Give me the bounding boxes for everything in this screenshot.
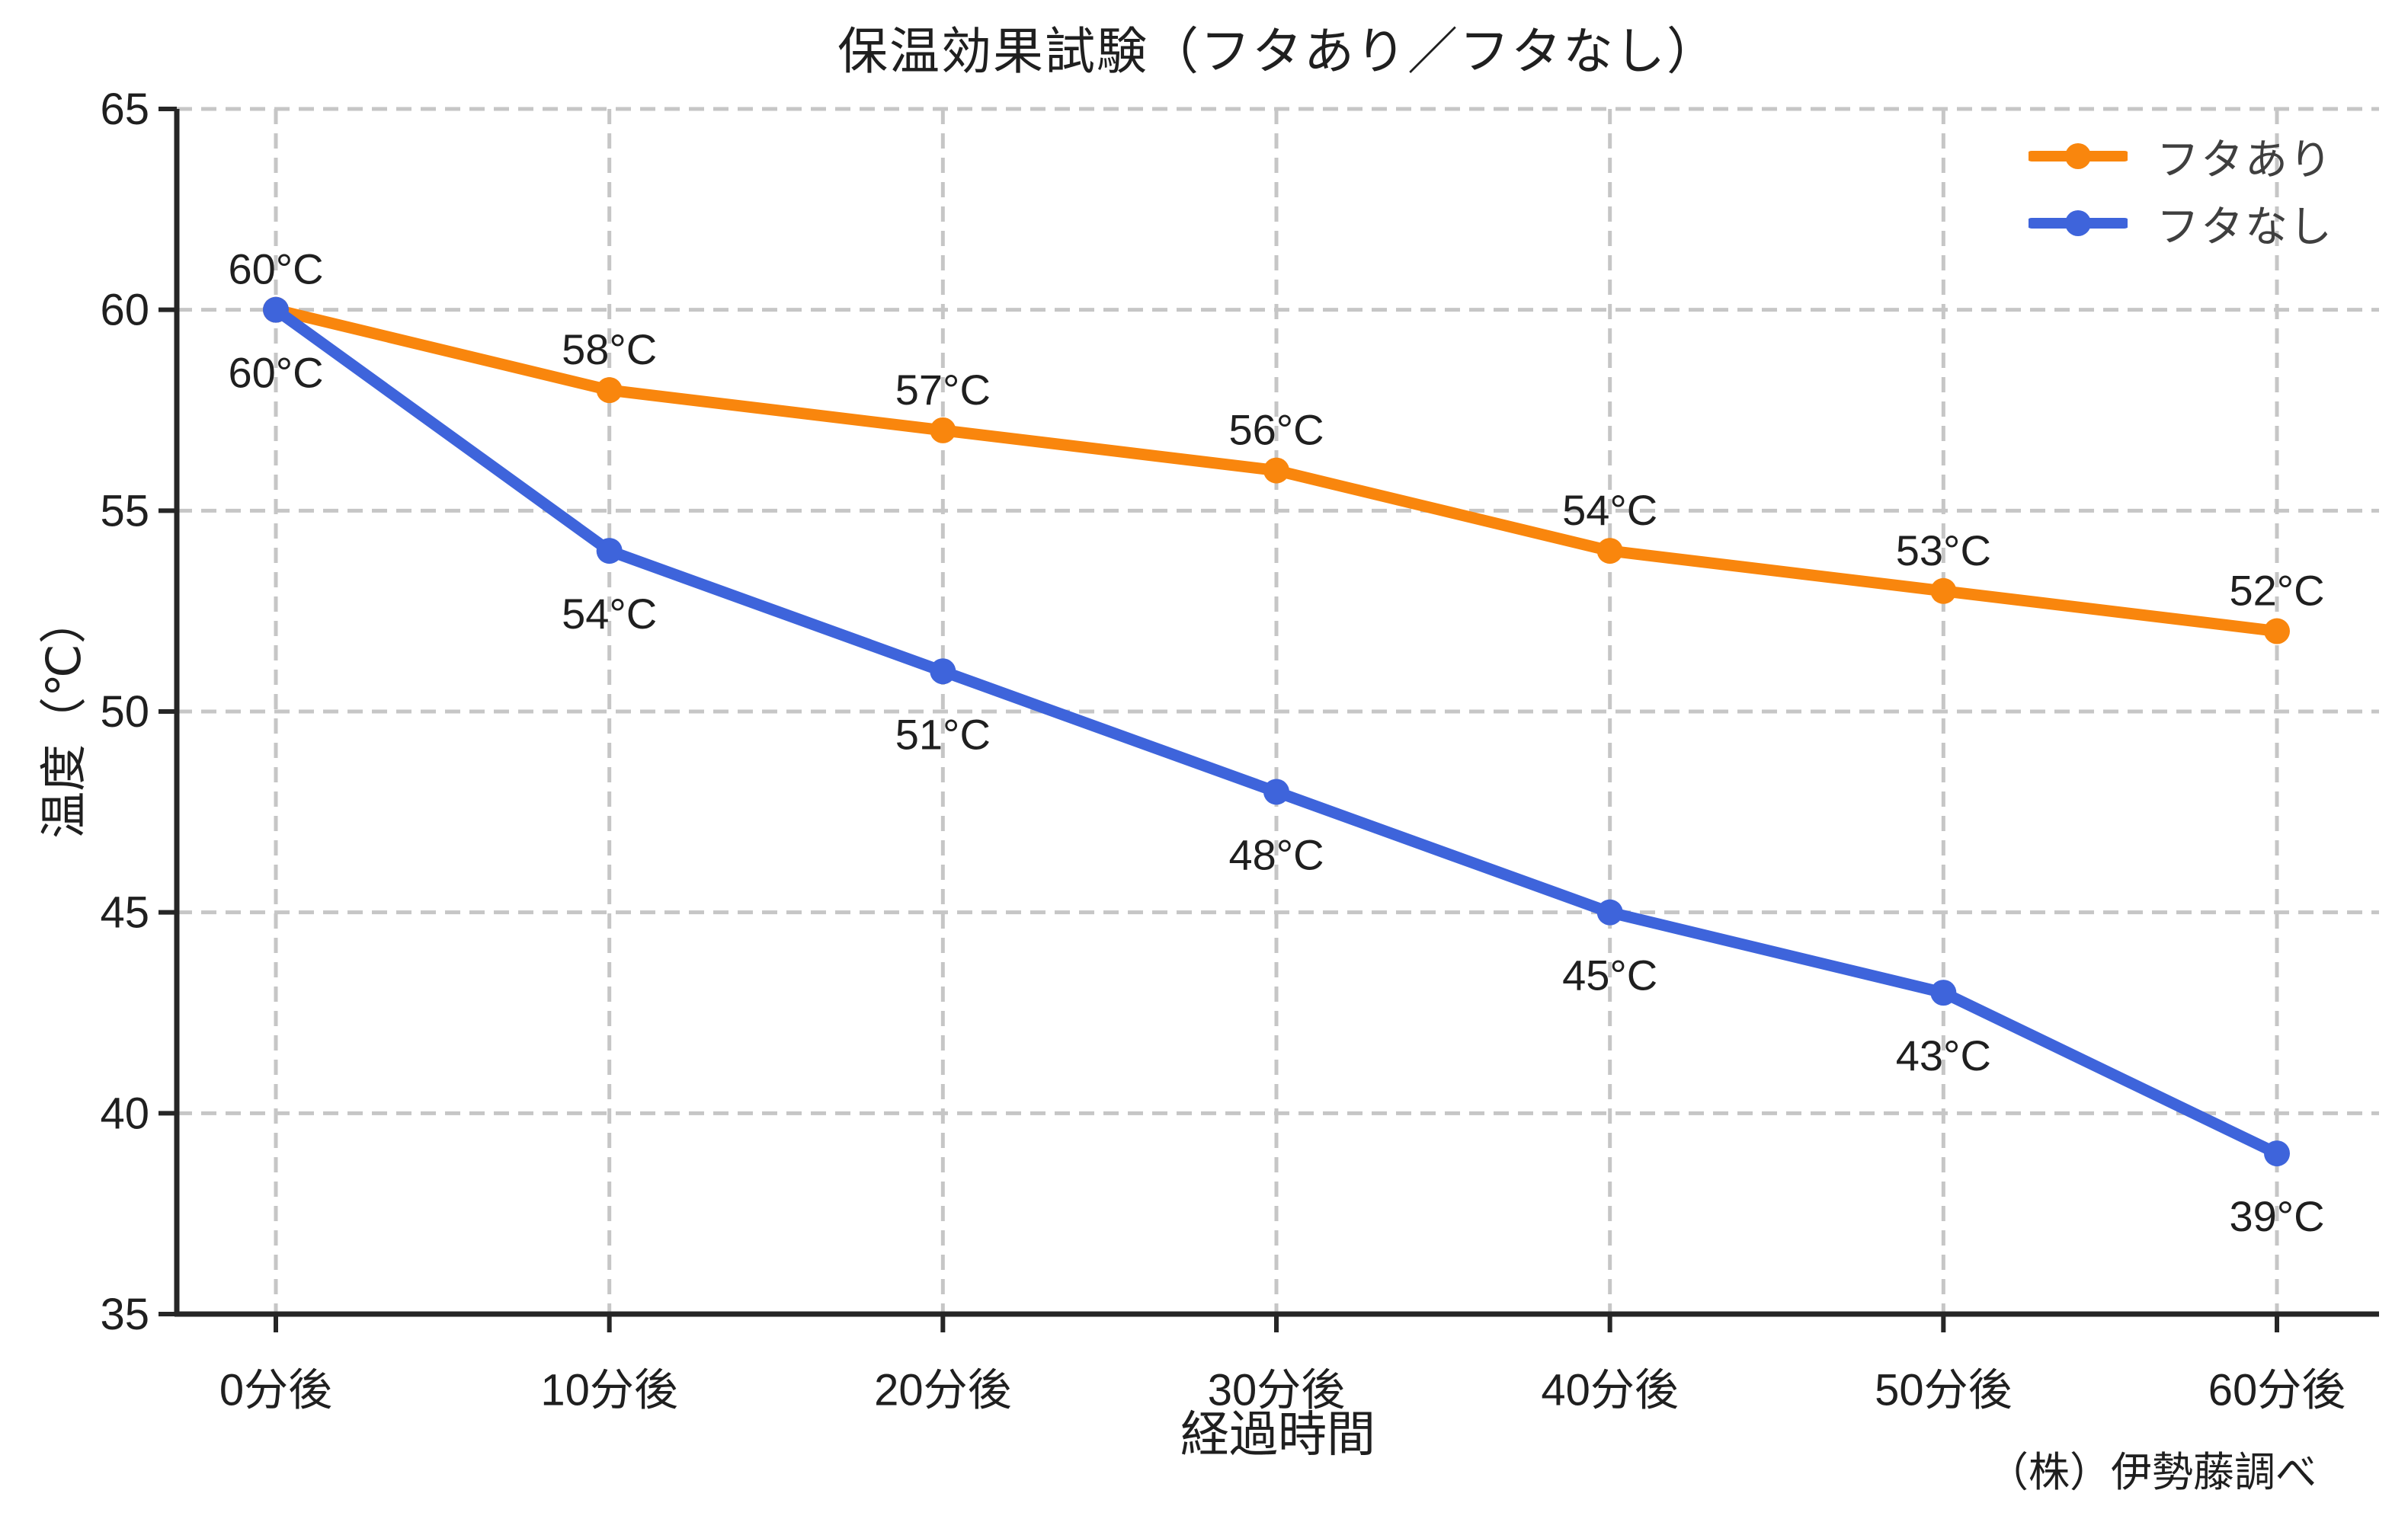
data-labels: 60°C 58°C 57°C 56°C 54°C 53°C 52°C 60°C 54°C 51°C… (228, 245, 2324, 1240)
y-tick-label-45: 45 (100, 888, 149, 938)
series-1-marker-1 (596, 538, 623, 564)
series-1-marker-0 (263, 296, 289, 323)
y-axis-label: 温度（℃） (38, 596, 91, 839)
series-1-marker-5 (1930, 980, 1957, 1006)
series-1-point-label-4: 45°C (1562, 951, 1657, 999)
series-1-point-label-0: 60°C (228, 349, 323, 397)
x-tick-label-1: 10分後 (540, 1366, 678, 1415)
x-tick-label-2: 20分後 (874, 1366, 1012, 1415)
series-0-marker-3 (1263, 457, 1289, 484)
series-0-marker-6 (2264, 618, 2290, 644)
series-0-point-label-0: 60°C (228, 245, 323, 293)
series-1-point-label-2: 51°C (895, 710, 991, 758)
x-tick-label-4: 40分後 (1541, 1366, 1679, 1415)
gridlines (177, 107, 2379, 1316)
x-tick-label-6: 60分後 (2208, 1366, 2346, 1415)
series-1-marker-4 (1596, 899, 1623, 926)
x-axis-label: 経過時間 (1180, 1407, 1375, 1462)
y-tick-label-65: 65 (100, 85, 149, 134)
series-1-point-label-6: 39°C (2229, 1192, 2324, 1240)
legend-line-sample-futa-nashi (2029, 210, 2128, 236)
tick-labels: 35 40 45 50 55 60 65 0分後 10分後 20分後 30分後 40分後 50分後 60分… (100, 85, 2346, 1415)
axes (159, 107, 2379, 1332)
legend-item-futa-nashi: フタなし (2029, 198, 2333, 251)
series-0-point-label-3: 56°C (1228, 406, 1324, 454)
y-tick-label-50: 50 (100, 687, 149, 737)
series-0-marker-4 (1596, 538, 1623, 564)
series-0-marker-1 (596, 377, 623, 404)
series-1-marker-3 (1263, 779, 1289, 805)
chart-title: 保温効果試験（フタあり／フタなし） (837, 23, 1718, 79)
y-tick-label-35: 35 (100, 1290, 149, 1339)
y-tick-label-40: 40 (100, 1089, 149, 1138)
y-tick-label-55: 55 (100, 486, 149, 536)
series-0-point-label-5: 53°C (1896, 526, 1991, 574)
series-1-point-label-5: 43°C (1896, 1031, 1991, 1079)
x-tick-label-3: 30分後 (1208, 1366, 1346, 1415)
series-0-marker-2 (930, 417, 956, 443)
source-annotation: （株）伊勢藤調べ (1987, 1450, 2317, 1495)
series-0-point-label-6: 52°C (2229, 567, 2324, 615)
x-tick-label-5: 50分後 (1875, 1366, 2013, 1415)
legend-line-sample-futa-ari (2029, 143, 2128, 169)
series-0-point-label-1: 58°C (562, 325, 657, 373)
series-1-point-label-3: 48°C (1228, 830, 1324, 878)
series-0-marker-5 (1930, 577, 1957, 604)
legend-item-futa-ari: フタあり (2029, 131, 2333, 184)
series-0-point-label-4: 54°C (1562, 486, 1657, 534)
series-lines (263, 296, 2290, 1167)
series-1-point-label-1: 54°C (562, 590, 657, 638)
legend: フタあり フタなし (2029, 131, 2333, 251)
x-tick-label-0: 0分後 (219, 1366, 332, 1415)
series-1-marker-2 (930, 658, 956, 685)
legend-label-futa-ari: フタあり (2157, 135, 2333, 184)
series-0-point-label-2: 57°C (895, 366, 991, 414)
series-1-marker-6 (2264, 1140, 2290, 1167)
legend-label-futa-nashi: フタなし (2157, 202, 2333, 251)
y-tick-label-60: 60 (100, 286, 149, 335)
